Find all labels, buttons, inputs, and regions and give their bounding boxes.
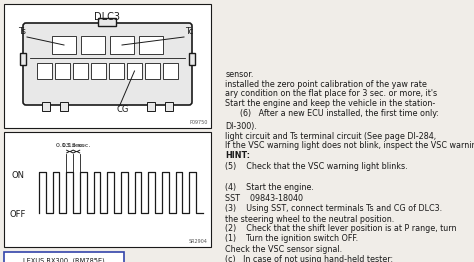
Bar (110, 36, 134, 54)
Text: sensor.: sensor. (225, 70, 254, 79)
Text: SR2904: SR2904 (189, 239, 208, 244)
Text: If the VSC warning light does not blink, inspect the VSC warning: If the VSC warning light does not blink,… (225, 141, 474, 150)
Bar (145, 63, 160, 79)
Text: LEXUS RX300  (RM785E): LEXUS RX300 (RM785E) (23, 258, 105, 262)
Bar (91, 63, 106, 79)
Text: 0.13 sec.: 0.13 sec. (63, 143, 91, 148)
Text: DLC3: DLC3 (94, 12, 120, 22)
Text: Tc: Tc (185, 28, 193, 36)
Bar (165, 102, 173, 111)
Text: (c)   In case of not using hand-held tester:: (c) In case of not using hand-held teste… (225, 255, 393, 262)
Bar (4, 4, 211, 128)
Text: (1)    Turn the ignition switch OFF.: (1) Turn the ignition switch OFF. (225, 234, 358, 243)
Text: ary condition on the flat place for 3 sec. or more, it's: ary condition on the flat place for 3 se… (225, 89, 438, 98)
Text: (6)   After a new ECU installed, the first time only:: (6) After a new ECU installed, the first… (225, 109, 439, 118)
Text: HINT:: HINT: (225, 151, 250, 160)
Text: P09750: P09750 (190, 120, 208, 125)
Text: (3)    Using SST, connect terminals Ts and CG of DLC3.: (3) Using SST, connect terminals Ts and … (225, 204, 442, 213)
Bar (4, 132, 211, 247)
Bar (139, 36, 163, 54)
Text: ON: ON (12, 171, 25, 180)
Bar (52, 36, 76, 54)
Bar (163, 63, 178, 79)
Text: installed the zero point calibration of the yaw rate: installed the zero point calibration of … (225, 80, 427, 89)
Bar (81, 36, 105, 54)
FancyBboxPatch shape (23, 23, 192, 105)
Bar (109, 63, 124, 79)
Bar (99, 18, 117, 26)
Text: the steering wheel to the neutral position.: the steering wheel to the neutral positi… (225, 215, 394, 224)
Bar (4, 252, 124, 262)
Text: (2)    Check that the shift lever position is at P range, turn: (2) Check that the shift lever position … (225, 224, 456, 233)
Text: (5)    Check that the VSC warning light blinks.: (5) Check that the VSC warning light bli… (225, 162, 408, 171)
Text: (4)    Start the engine.: (4) Start the engine. (225, 183, 314, 192)
Bar (73, 63, 88, 79)
Bar (37, 63, 52, 79)
Text: DI-300).: DI-300). (225, 122, 257, 131)
Text: SST    09843-18040: SST 09843-18040 (225, 194, 303, 203)
Bar (55, 63, 70, 79)
Bar (189, 53, 195, 65)
Text: light circuit and Ts terminal circuit (See page DI-284,: light circuit and Ts terminal circuit (S… (225, 132, 436, 141)
Bar (147, 102, 155, 111)
Text: 0.13 sec.: 0.13 sec. (55, 143, 84, 148)
Text: Start the engine and keep the vehicle in the station-: Start the engine and keep the vehicle in… (225, 99, 436, 108)
Bar (20, 53, 26, 65)
Text: CG: CG (116, 106, 128, 114)
Bar (60, 102, 68, 111)
Text: Ts: Ts (18, 28, 26, 36)
Text: Check the VSC sensor signal.: Check the VSC sensor signal. (225, 245, 342, 254)
Bar (127, 63, 142, 79)
Bar (42, 102, 50, 111)
Text: OFF: OFF (10, 210, 27, 219)
